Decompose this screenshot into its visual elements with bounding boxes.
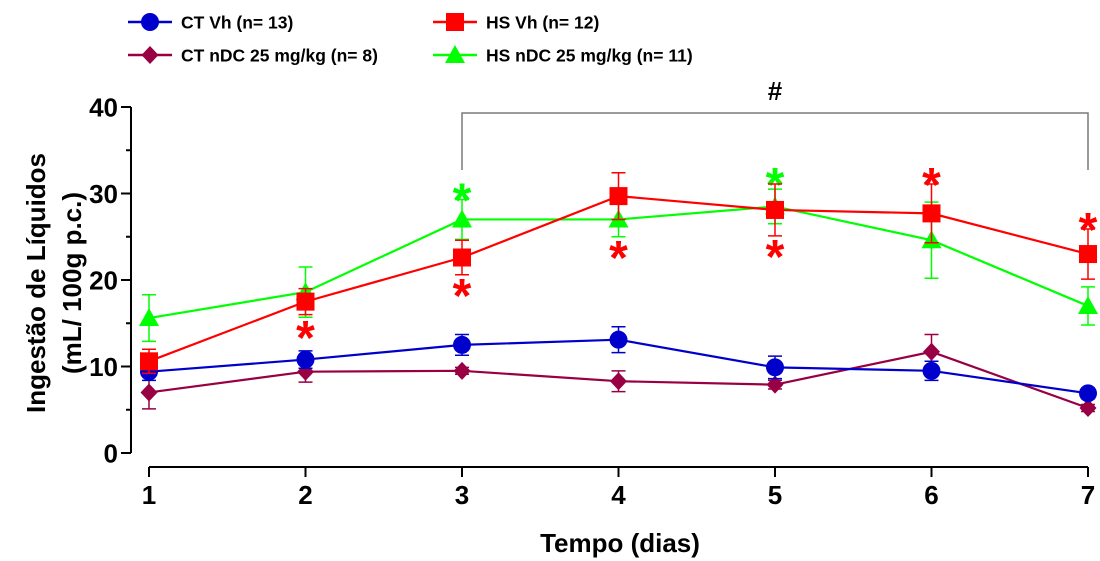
legend-triangle-marker bbox=[445, 45, 465, 63]
x-tick-label: 1 bbox=[142, 480, 156, 510]
legend-label: CT nDC 25 mg/kg (n= 8) bbox=[181, 46, 378, 66]
data-point bbox=[296, 350, 315, 369]
y-tick-label: 0 bbox=[104, 438, 118, 468]
data-point bbox=[923, 342, 940, 361]
significance-asterisk: * bbox=[766, 231, 785, 284]
x-tick-label: 5 bbox=[768, 480, 782, 510]
legend-diamond-marker bbox=[141, 46, 159, 64]
y-axis-title-line-1: Ingestão de Líquidos bbox=[21, 153, 51, 413]
legend-item: HS Vh (n= 12) bbox=[433, 13, 599, 33]
data-point bbox=[609, 187, 628, 206]
significance-bracket bbox=[461, 112, 1089, 170]
series-hs-vh bbox=[140, 171, 1097, 375]
data-point bbox=[453, 335, 471, 354]
data-point bbox=[1079, 399, 1097, 418]
data-point bbox=[1079, 384, 1097, 403]
significance-asterisk: * bbox=[453, 270, 472, 323]
data-point bbox=[922, 361, 941, 380]
legend-item: HS nDC 25 mg/kg (n= 11) bbox=[433, 45, 693, 66]
x-axis-title: Tempo (dias) bbox=[540, 528, 700, 558]
data-point bbox=[453, 361, 471, 380]
y-tick-label: 30 bbox=[89, 179, 118, 209]
data-point bbox=[1078, 295, 1098, 314]
legend-label: HS nDC 25 mg/kg (n= 11) bbox=[486, 46, 693, 66]
x-tick-label: 7 bbox=[1081, 480, 1095, 510]
x-tick-label: 6 bbox=[924, 480, 938, 510]
bracket-label: # bbox=[768, 76, 783, 106]
y-tick-label: 40 bbox=[89, 92, 118, 122]
x-tick-label: 4 bbox=[611, 480, 626, 510]
data-point bbox=[609, 330, 628, 349]
y-tick-label: 10 bbox=[89, 352, 118, 382]
legend: CT Vh (n= 13) HS Vh (n= 12) CT nDC 25 mg/k… bbox=[128, 13, 693, 66]
data-point bbox=[922, 204, 941, 223]
x-tick-label: 3 bbox=[455, 480, 469, 510]
legend-item: CT Vh (n= 13) bbox=[128, 13, 293, 33]
data-point bbox=[610, 372, 627, 391]
data-point bbox=[766, 200, 784, 219]
data-point bbox=[140, 383, 158, 402]
data-point bbox=[139, 308, 159, 327]
data-point bbox=[296, 292, 315, 311]
legend-square-marker bbox=[446, 13, 464, 31]
data-point bbox=[140, 352, 158, 371]
legend-circle-marker bbox=[141, 13, 159, 31]
y-axis-title-line-2: (mL/ 100g p.c.) bbox=[57, 192, 87, 374]
data-point bbox=[766, 358, 784, 377]
legend-label: HS Vh (n= 12) bbox=[486, 13, 599, 33]
data-point bbox=[452, 209, 472, 228]
y-tick-label: 20 bbox=[89, 265, 118, 295]
legend-label: CT Vh (n= 13) bbox=[181, 13, 293, 33]
significance-annotations: #******** bbox=[296, 76, 1098, 365]
plot-area bbox=[139, 171, 1098, 418]
significance-asterisk: * bbox=[609, 232, 628, 285]
data-point bbox=[766, 375, 784, 394]
data-point bbox=[453, 248, 471, 267]
series-ct-ndc-25-mg-kg bbox=[140, 333, 1097, 418]
legend-item: CT nDC 25 mg/kg (n= 8) bbox=[128, 46, 378, 66]
axes: 0 10 20 30 40 1 2 3 4 5 6 7 bbox=[89, 92, 1095, 510]
data-point bbox=[1079, 245, 1097, 264]
x-tick-label: 2 bbox=[298, 480, 312, 510]
